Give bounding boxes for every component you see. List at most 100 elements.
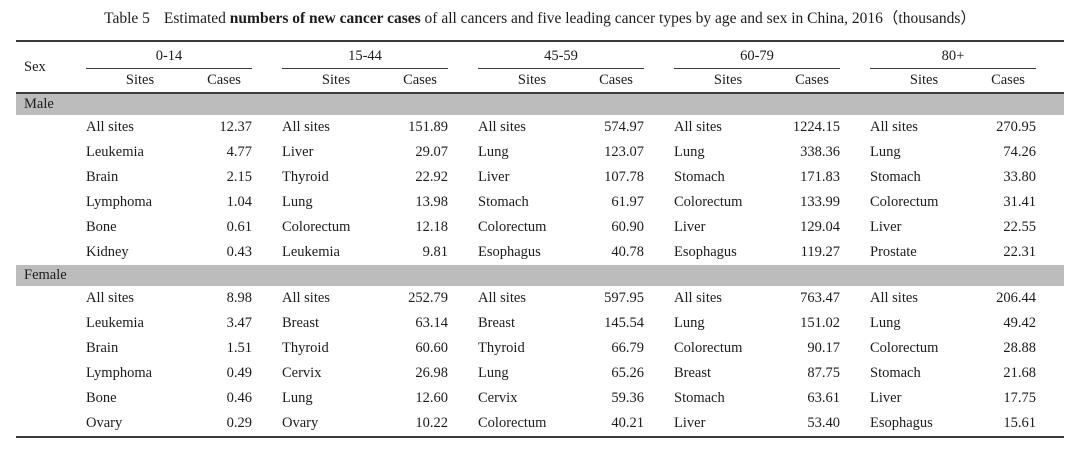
- cases-value-cell: 574.97: [604, 119, 644, 135]
- site-name-cell: Thyroid: [282, 169, 329, 185]
- cases-value-cell: 15.61: [1003, 415, 1036, 431]
- site-name-cell: All sites: [86, 119, 134, 135]
- cases-value-cell: 597.95: [604, 290, 644, 306]
- cases-value-cell: 40.78: [611, 244, 644, 260]
- site-name-cell: Lung: [674, 315, 705, 331]
- sex-spacer-cell: [16, 286, 84, 311]
- caption-text-bold: numbers of new cancer cases: [229, 10, 421, 27]
- cases-value-cell: 2.15: [226, 169, 252, 185]
- site-name-cell: Liver: [674, 415, 706, 431]
- cases-value-cell: 10.22: [415, 415, 448, 431]
- cases-value-cell: 87.75: [807, 365, 840, 381]
- site-name-cell: Leukemia: [282, 244, 340, 260]
- table-row: All sites 8.98 All sites 252.79 All sites 597…: [16, 286, 1064, 311]
- site-name-cell: Ovary: [282, 415, 319, 431]
- cases-value-cell: 107.78: [604, 169, 644, 185]
- cases-value-cell: 65.26: [611, 365, 644, 381]
- cases-value-cell: 9.81: [422, 244, 448, 260]
- cases-value-cell: 1.04: [226, 194, 252, 210]
- cases-value-cell: 12.18: [415, 219, 448, 235]
- sex-spacer-cell: [16, 240, 84, 265]
- table-caption: Table 5 Estimated numbers of new cancer c…: [0, 9, 1080, 29]
- cases-value-cell: 145.54: [604, 315, 644, 331]
- table-body: Male All sites 12.37 All sites 151.89 All sit…: [16, 93, 1064, 437]
- sex-spacer-cell: [16, 140, 84, 165]
- section-band-row: Female: [16, 265, 1064, 286]
- site-name-cell: Lung: [282, 194, 313, 210]
- site-name-cell: Stomach: [870, 365, 921, 381]
- cases-value-cell: 13.98: [415, 194, 448, 210]
- cases-value-cell: 74.26: [1003, 144, 1036, 160]
- cases-value-cell: 0.49: [226, 365, 252, 381]
- cases-column-header: Cases: [784, 69, 868, 94]
- sex-spacer-cell: [16, 311, 84, 336]
- table-row: Brain 1.51 Thyroid 60.60 Thyroid 66.79 Colorec…: [16, 336, 1064, 361]
- site-name-cell: Prostate: [870, 244, 917, 260]
- site-name-cell: Stomach: [674, 390, 725, 406]
- sites-column-header: Sites: [476, 69, 588, 94]
- table-row: Leukemia 4.77 Liver 29.07 Lung 123.07 Lung 338.…: [16, 140, 1064, 165]
- caption-text-pre: Estimated: [163, 10, 230, 27]
- table-row: Lymphoma 0.49 Cervix 26.98 Lung 65.26 Breast 87…: [16, 361, 1064, 386]
- table-row: Bone 0.46 Lung 12.60 Cervix 59.36 Stomach 63.61…: [16, 386, 1064, 411]
- site-name-cell: Lung: [282, 390, 313, 406]
- caption-text-post: of all cancers and five leading cancer t…: [420, 10, 976, 27]
- cases-value-cell: 59.36: [611, 390, 644, 406]
- site-name-cell: Brain: [86, 169, 119, 185]
- cases-value-cell: 3.47: [226, 315, 252, 331]
- table-row: Kidney 0.43 Leukemia 9.81 Esophagus 40.78 Esop…: [16, 240, 1064, 265]
- cases-value-cell: 63.61: [807, 390, 840, 406]
- age-group-label: 60-79: [674, 48, 840, 69]
- site-name-cell: Bone: [86, 219, 117, 235]
- age-group-label: 15-44: [282, 48, 448, 69]
- table-row: Lymphoma 1.04 Lung 13.98 Stomach 61.97 Colorec…: [16, 190, 1064, 215]
- site-name-cell: Cervix: [282, 365, 322, 381]
- cases-value-cell: 8.98: [226, 290, 252, 306]
- cases-value-cell: 1224.15: [792, 119, 840, 135]
- site-name-cell: All sites: [478, 119, 526, 135]
- site-name-cell: Esophagus: [478, 244, 541, 260]
- site-name-cell: All sites: [282, 290, 330, 306]
- site-name-cell: Lung: [674, 144, 705, 160]
- sites-column-header: Sites: [868, 69, 980, 94]
- site-name-cell: Cervix: [478, 390, 518, 406]
- cases-value-cell: 22.31: [1003, 244, 1036, 260]
- cases-value-cell: 151.89: [408, 119, 448, 135]
- site-name-cell: Breast: [478, 315, 516, 331]
- cases-value-cell: 1.51: [226, 340, 252, 356]
- site-name-cell: Colorectum: [674, 194, 743, 210]
- age-group-header-80plus: 80+: [868, 41, 1064, 69]
- site-name-cell: Lung: [870, 315, 901, 331]
- cases-value-cell: 270.95: [996, 119, 1036, 135]
- cases-value-cell: 0.43: [226, 244, 252, 260]
- site-name-cell: Lung: [478, 144, 509, 160]
- site-name-cell: Breast: [282, 315, 320, 331]
- site-name-cell: All sites: [674, 290, 722, 306]
- site-name-cell: Liver: [282, 144, 314, 160]
- cases-value-cell: 66.79: [611, 340, 644, 356]
- cases-value-cell: 4.77: [226, 144, 252, 160]
- site-name-cell: Liver: [674, 219, 706, 235]
- sites-cases-header-row: Sites Cases Sites Cases Sites Cases Site…: [16, 69, 1064, 94]
- sex-spacer-cell: [16, 336, 84, 361]
- site-name-cell: Stomach: [478, 194, 529, 210]
- site-name-cell: Esophagus: [870, 415, 933, 431]
- site-name-cell: Liver: [478, 169, 510, 185]
- site-name-cell: Breast: [674, 365, 712, 381]
- cases-value-cell: 31.41: [1003, 194, 1036, 210]
- cases-column-header: Cases: [980, 69, 1064, 94]
- site-name-cell: Colorectum: [674, 340, 743, 356]
- cancer-cases-table: Sex 0-14 15-44 45-59 60-79 80+ Sites Cas…: [16, 40, 1064, 438]
- cases-value-cell: 206.44: [996, 290, 1036, 306]
- age-group-header-60-79: 60-79: [672, 41, 868, 69]
- cases-value-cell: 22.92: [415, 169, 448, 185]
- cases-value-cell: 12.60: [415, 390, 448, 406]
- site-name-cell: Bone: [86, 390, 117, 406]
- cases-value-cell: 28.88: [1003, 340, 1036, 356]
- sex-spacer-cell: [16, 165, 84, 190]
- age-group-header-45-59: 45-59: [476, 41, 672, 69]
- sex-spacer-cell: [16, 190, 84, 215]
- site-name-cell: All sites: [870, 290, 918, 306]
- site-name-cell: All sites: [86, 290, 134, 306]
- section-band-row: Male: [16, 93, 1064, 115]
